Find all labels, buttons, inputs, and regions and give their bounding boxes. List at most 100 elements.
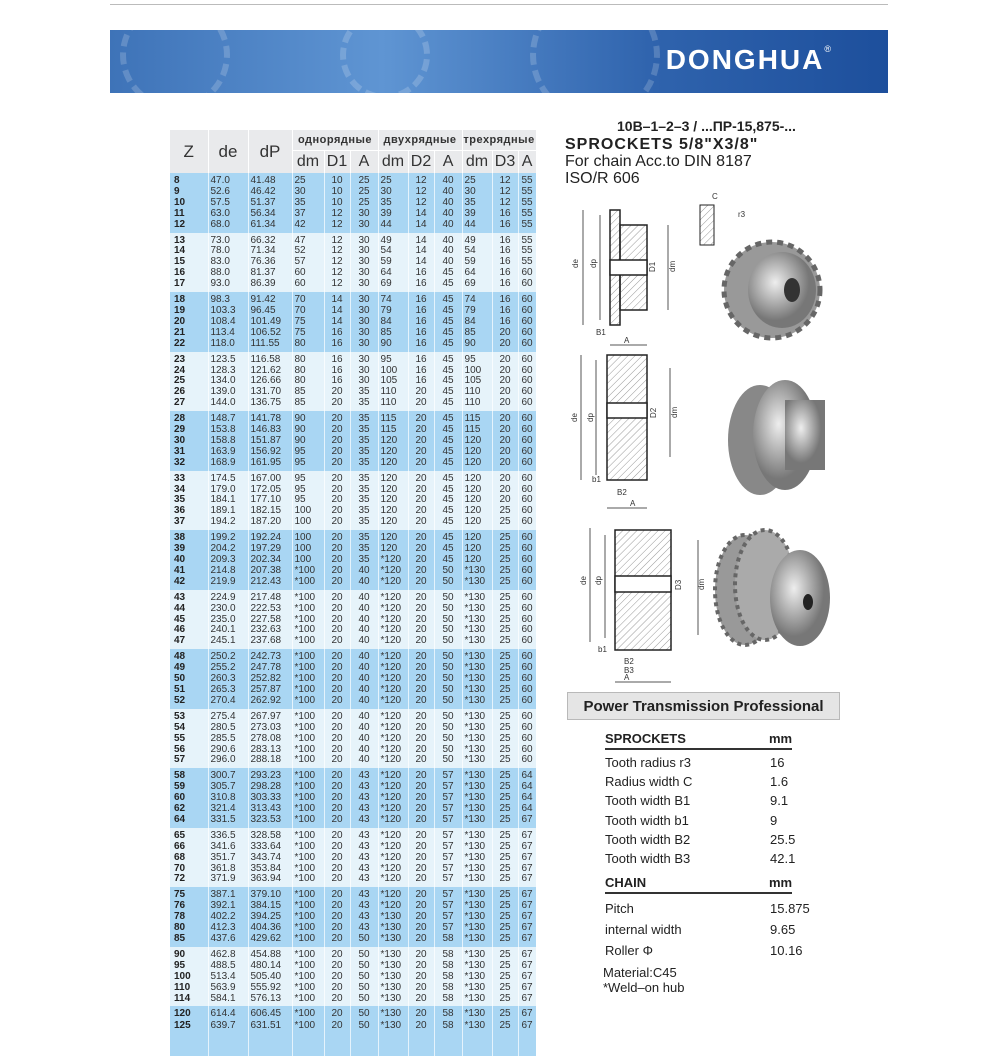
table-cell: 56.34 — [248, 208, 293, 220]
chain-value: 9.65 — [770, 922, 796, 937]
table-cell: 184.1 — [208, 495, 249, 507]
table-cell: 55 — [518, 208, 537, 220]
table-cell: 14 — [408, 232, 435, 247]
table-cell: 55 — [518, 256, 537, 269]
table-cell: 20 — [408, 933, 435, 947]
table-cell: *120 — [378, 722, 409, 734]
table-cell: 120 — [378, 470, 409, 485]
table-cell: 40 — [350, 589, 379, 604]
table-cell: 283.13 — [248, 744, 293, 756]
table-cell: 25 — [492, 662, 519, 675]
z-cell: 26 — [170, 386, 209, 399]
table-cell: 50 — [350, 960, 379, 972]
table-cell: 25 — [492, 852, 519, 864]
z-cell: 17 — [170, 278, 209, 293]
table-cell: 45 — [434, 397, 463, 412]
table-cell: 45 — [434, 376, 463, 388]
table-cell: 192.24 — [248, 530, 293, 545]
table-cell: 20 — [408, 673, 435, 685]
table-cell: 25 — [492, 827, 519, 842]
table-cell: 111.55 — [248, 338, 293, 352]
table-cell: *130 — [462, 922, 493, 934]
table-cell: 20 — [324, 781, 351, 794]
table-cell: 118.0 — [208, 338, 249, 352]
table-cell: 177.10 — [248, 495, 293, 507]
table-cell: 115 — [378, 424, 409, 436]
table-cell: *130 — [462, 614, 493, 626]
table-cell: 20 — [324, 495, 351, 507]
svg-text:dm: dm — [670, 407, 679, 418]
table-cell: 437.6 — [208, 933, 249, 947]
table-cell: 30 — [350, 246, 379, 258]
table-cell: 20 — [408, 982, 435, 994]
table-cell: 202.34 — [248, 554, 293, 566]
z-cell: 34 — [170, 484, 209, 496]
table-cell: 20 — [408, 411, 435, 426]
table-cell: 45 — [434, 457, 463, 471]
table-cell: 20 — [492, 327, 519, 339]
table-cell: 12 — [408, 197, 435, 209]
table-row: 34 179.0 172.05 95 20 35 120 20 45 120 20 60 — [170, 484, 537, 496]
table-cell: 14 — [324, 316, 351, 328]
table-cell: 25 — [492, 900, 519, 913]
table-cell: 95 — [292, 495, 325, 507]
table-cell: 35 — [350, 397, 379, 412]
table-cell: 20 — [324, 470, 351, 485]
table-cell: *120 — [378, 603, 409, 615]
header-d3: D3 — [492, 150, 519, 173]
table-cell: 95 — [292, 484, 325, 496]
table-cell: 20 — [324, 946, 351, 961]
table-cell: *120 — [378, 576, 409, 590]
table-row: 31 163.9 156.92 95 20 35 120 20 45 120 20 60 — [170, 446, 537, 458]
table-cell: 250.2 — [208, 649, 249, 664]
table-cell: *100 — [292, 649, 325, 664]
table-cell: 120 — [462, 530, 493, 545]
table-cell: *130 — [462, 803, 493, 815]
table-cell: 20 — [324, 435, 351, 447]
table-cell: 50 — [434, 614, 463, 626]
table-cell: 60 — [292, 267, 325, 280]
table-cell: 555.92 — [248, 982, 293, 994]
table-cell: 40 — [434, 246, 463, 258]
z-cell: 85 — [170, 933, 209, 947]
table-cell: 20 — [408, 946, 435, 961]
table-row: 19 103.3 96.45 70 14 30 79 16 45 79 16 60 — [170, 305, 537, 317]
table-cell: 20 — [324, 960, 351, 972]
single-row-section-drawing: de dp D1 dm B1 A Cr3 — [571, 192, 746, 346]
table-cell: 25 — [492, 614, 519, 626]
z-cell: 29 — [170, 424, 209, 436]
table-cell: 245.1 — [208, 635, 249, 650]
table-cell — [350, 1034, 379, 1056]
table-cell: *120 — [378, 662, 409, 675]
table-cell: 85 — [378, 327, 409, 339]
table-cell: 167.00 — [248, 470, 293, 485]
table-row: 65 336.5 328.58 *100 20 43 *120 20 57 *130 25 67 — [170, 827, 537, 842]
table-cell: 20 — [408, 781, 435, 794]
table-cell: 25 — [492, 863, 519, 875]
table-cell: 45 — [434, 305, 463, 317]
table-cell: 76.36 — [248, 256, 293, 269]
table-cell: 20 — [492, 424, 519, 436]
table-cell: 20 — [408, 911, 435, 924]
material-note: Material:C45 — [603, 965, 677, 980]
table-cell — [324, 1034, 351, 1056]
table-cell: *100 — [292, 625, 325, 637]
table-cell: 54 — [378, 246, 409, 258]
table-cell: 106.52 — [248, 327, 293, 339]
table-cell: 67 — [518, 1020, 537, 1035]
table-cell: 67 — [518, 874, 537, 888]
table-cell: 134.0 — [208, 376, 249, 388]
table-cell: 70 — [292, 292, 325, 306]
table-cell: *100 — [292, 803, 325, 815]
table-cell: 20 — [408, 960, 435, 972]
z-cell: 24 — [170, 365, 209, 377]
table-cell: 20 — [324, 516, 351, 531]
chain-label: Roller Φ — [605, 943, 653, 958]
table-cell: 199.2 — [208, 530, 249, 545]
table-cell: 69 — [378, 278, 409, 293]
table-cell: 16 — [324, 365, 351, 377]
table-cell: *130 — [462, 792, 493, 805]
table-cell: 25 — [492, 911, 519, 924]
table-cell: 25 — [492, 554, 519, 566]
table-cell: 67 — [518, 863, 537, 875]
